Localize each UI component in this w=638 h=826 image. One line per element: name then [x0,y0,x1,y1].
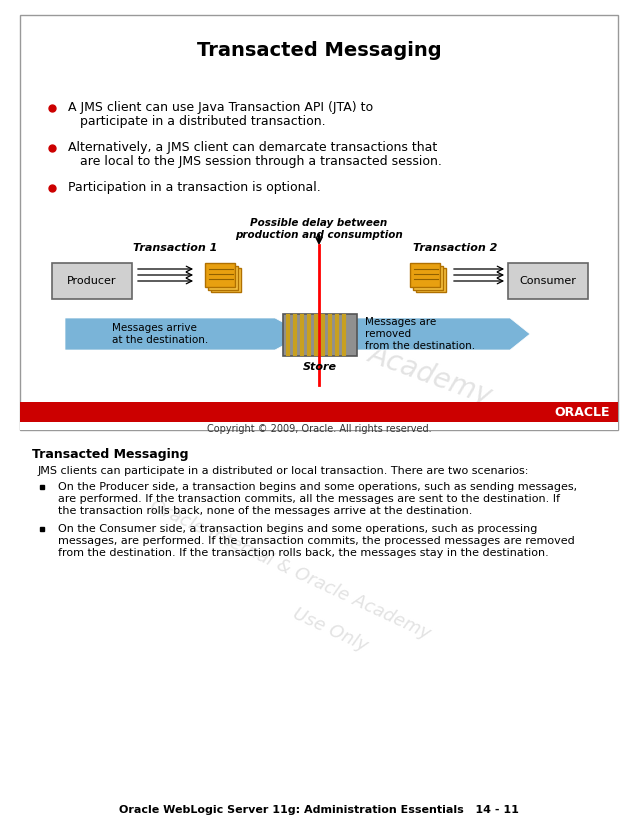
Text: Possible delay between
production and consumption: Possible delay between production and co… [235,218,403,240]
Text: Transacted Messaging: Transacted Messaging [197,40,441,59]
Text: A JMS client can use Java Transaction API (JTA) to: A JMS client can use Java Transaction AP… [68,102,373,115]
Text: Use Only: Use Only [290,605,370,655]
Bar [20,15,618,430]
Bar [20,402,618,422]
Text: ORACLE: ORACLE [554,406,610,419]
Bar [205,263,235,287]
Text: are local to the JMS session through a transacted session.: are local to the JMS session through a t… [80,155,442,169]
Bar [52,263,132,299]
Text: Alternatively, a JMS client can demarcate transactions that: Alternatively, a JMS client can demarcat… [68,141,437,154]
Bar [283,314,357,356]
Text: from the destination. If the transaction rolls back, the messages stay in the de: from the destination. If the transaction… [58,548,549,558]
Bar [211,268,241,292]
Text: participate in a distributed transaction.: participate in a distributed transaction… [80,116,325,129]
Text: Consumer: Consumer [519,276,577,286]
Text: Transaction 1: Transaction 1 [133,243,217,253]
Text: Oracle WebLogic Server 11g: Administration Essentials   14 - 11: Oracle WebLogic Server 11g: Administrati… [119,805,519,815]
Text: Transacted Messaging: Transacted Messaging [32,448,188,461]
Text: Messages are
removed
from the destination.: Messages are removed from the destinatio… [365,317,475,350]
Bar [413,266,443,290]
Text: Copyright © 2009, Oracle. All rights reserved.: Copyright © 2009, Oracle. All rights res… [207,424,431,434]
Text: Messages arrive
at the destination.: Messages arrive at the destination. [112,323,208,344]
Bar [508,263,588,299]
Text: On the Producer side, a transaction begins and some operations, such as sending : On the Producer side, a transaction begi… [58,482,577,492]
Text: Oracle Internal & Oracle Academy: Oracle Internal & Oracle Academy [147,497,433,643]
Text: are performed. If the transaction commits, all the messages are sent to the dest: are performed. If the transaction commit… [58,494,560,504]
Text: Transaction 2: Transaction 2 [413,243,497,253]
Bar [416,268,446,292]
Text: On the Consumer side, a transaction begins and some operations, such as processi: On the Consumer side, a transaction begi… [58,524,537,534]
Bar [410,263,440,287]
Polygon shape [335,318,530,350]
Text: Producer: Producer [67,276,117,286]
Text: Academy: Academy [364,339,496,411]
Text: the transaction rolls back, none of the messages arrive at the destination.: the transaction rolls back, none of the … [58,506,472,516]
Bar [208,266,238,290]
Bar [20,422,618,430]
Text: Participation in a transaction is optional.: Participation in a transaction is option… [68,182,321,194]
Text: messages, are performed. If the transaction commits, the processed messages are : messages, are performed. If the transact… [58,536,575,546]
Text: JMS clients can participate in a distributed or local transaction. There are two: JMS clients can participate in a distrib… [38,466,530,476]
Text: Store: Store [303,362,337,372]
Polygon shape [65,318,305,350]
